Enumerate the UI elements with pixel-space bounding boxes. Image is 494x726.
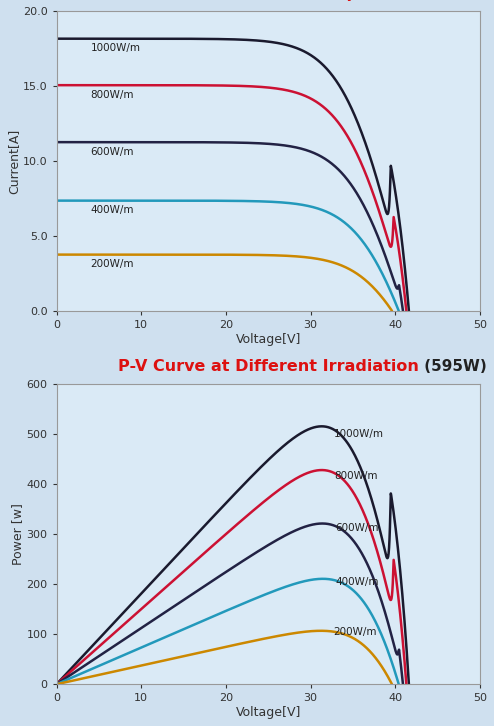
Text: (595W): (595W)	[419, 359, 487, 375]
Y-axis label: Current[A]: Current[A]	[7, 129, 20, 194]
Text: (595W): (595W)	[426, 0, 494, 1]
Text: 200W/m: 200W/m	[334, 627, 377, 637]
Text: 400W/m: 400W/m	[335, 577, 379, 587]
Text: 1000W/m: 1000W/m	[334, 429, 384, 439]
Text: P-V Curve at Different Irradiation: P-V Curve at Different Irradiation	[118, 359, 419, 375]
Text: 600W/m: 600W/m	[335, 523, 378, 534]
X-axis label: Voltage[V]: Voltage[V]	[236, 706, 301, 719]
Text: 800W/m: 800W/m	[334, 471, 378, 481]
Y-axis label: Power [w]: Power [w]	[10, 503, 24, 566]
Text: 800W/m: 800W/m	[90, 90, 134, 99]
Text: I-V Curve at Different Temperature: I-V Curve at Different Temperature	[111, 0, 426, 1]
X-axis label: Voltage[V]: Voltage[V]	[236, 333, 301, 346]
Text: 200W/m: 200W/m	[90, 259, 134, 269]
Text: 400W/m: 400W/m	[90, 205, 134, 215]
Text: 600W/m: 600W/m	[90, 147, 134, 157]
Text: 1000W/m: 1000W/m	[90, 43, 140, 53]
